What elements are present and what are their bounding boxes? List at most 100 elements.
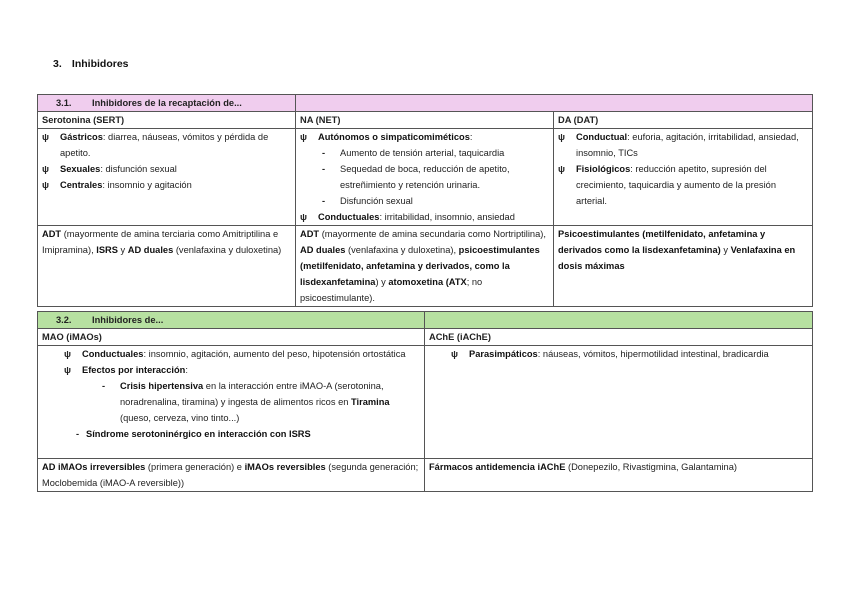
effects-row: ψ Conductuales: insomnio, agitación, aume… [37, 345, 813, 459]
bold-text: AD iMAOs irreversibles [42, 462, 146, 472]
list-item: ψ Efectos por interacción: [42, 362, 420, 378]
text: Disfunción sexual [340, 196, 413, 206]
bold-text: Parasimpáticos [469, 349, 538, 359]
text: : insomnio y agitación [102, 180, 192, 190]
effects-cell: ψ Autónomos o simpaticomiméticos: - Aumento… [295, 128, 554, 226]
text: (venlafaxina y duloxetina), [345, 245, 459, 255]
psi-bullet-icon: ψ [300, 132, 308, 142]
bold-text: Venlafaxina en dosis máximas [558, 245, 796, 271]
reuptake-inhibitors-table: 3.1. Inhibidores de la recaptación de... … [37, 94, 813, 307]
bold-text: Conductuales [82, 349, 144, 359]
psi-bullet-icon: ψ [42, 164, 50, 174]
bold-text: Autónomos o simpaticomiméticos [318, 132, 470, 142]
drugs-cell: Fármacos antidemencia iAChE (Donepezilo,… [424, 458, 813, 492]
list-item: - Disfunción sexual [300, 193, 549, 209]
dash-bullet-icon: - [322, 164, 326, 174]
column-header: NA (NET) [295, 111, 554, 129]
list-item: - Crisis hipertensiva en la interacción e… [42, 378, 420, 426]
text: : reducción apetito, supresión del creci… [576, 164, 776, 206]
dash-bullet-icon: - [322, 148, 326, 158]
paragraph: Psicoestimulantes (metilfenidato, anfeta… [558, 226, 808, 274]
text: (mayormente de amina terciaria como Amit… [42, 229, 279, 255]
list-item: - Síndrome serotoninérgico en interacción… [42, 426, 420, 442]
dash-bullet-icon: - [76, 429, 80, 439]
drugs-cell: AD iMAOs irreversibles (primera generaci… [37, 458, 425, 492]
text: ) y [375, 277, 389, 287]
text: : insomnio, agitación, aumento del peso,… [143, 349, 406, 359]
effects-cell: ψ Parasimpáticos: náuseas, vómitos, hiper… [424, 345, 813, 459]
text: : euforia, agitación, irritabilidad, ans… [576, 132, 799, 158]
text: en la interacción entre iMAO-A (serotoni… [120, 381, 384, 407]
column-header: DA (DAT) [553, 111, 813, 129]
drugs-cell: ADT (mayormente de amina terciaria como … [37, 225, 296, 307]
bold-text: AD duales [127, 245, 174, 255]
list-item: - Sequedad de boca, reducción de apetito,… [300, 161, 549, 193]
bold-text: Conductuales [318, 212, 380, 222]
text: Sequedad de boca, reducción de apetito, … [340, 164, 510, 190]
column-headers: Serotonina (SERT) NA (NET) DA (DAT) [37, 111, 813, 129]
drugs-cell: Psicoestimulantes (metilfenidato, anfeta… [553, 225, 813, 307]
effects-cell: ψ Gástricos: diarrea, náuseas, vómitos y … [37, 128, 296, 226]
bold-text: ISRS [96, 245, 118, 255]
bold-text: Tiramina [351, 397, 390, 407]
text: (venlafaxina y duloxetina) [173, 245, 282, 255]
column-header: Serotonina (SERT) [37, 111, 296, 129]
text: : [469, 132, 473, 142]
list-item: ψ Autónomos o simpaticomiméticos: [300, 129, 549, 145]
psi-bullet-icon: ψ [300, 212, 308, 222]
dash-bullet-icon: - [322, 196, 326, 206]
bold-text: Fármacos antidemencia iAChE [429, 462, 566, 472]
text: : [185, 365, 188, 375]
paragraph: AD iMAOs irreversibles (primera generaci… [42, 459, 420, 491]
column-headers: MAO (iMAOs) AChE (iAChE) [37, 328, 813, 346]
bold-text: Conductual [576, 132, 628, 142]
column-header: AChE (iAChE) [424, 328, 813, 346]
psi-bullet-icon: ψ [64, 349, 72, 359]
bold-text: Psicoestimulantes (metilfenidato, anfeta… [558, 229, 766, 255]
text: : disfunción sexual [100, 164, 177, 174]
text: Aumento de tensión arterial, taquicardia [340, 148, 505, 158]
bold-text: Síndrome serotoninérgico en interacción … [86, 429, 311, 439]
list-item: ψ Gástricos: diarrea, náuseas, vómitos y … [42, 129, 291, 161]
dash-bullet-icon: - [102, 381, 106, 391]
text: : diarrea, náuseas, vómitos y pérdida de… [60, 132, 269, 158]
psi-bullet-icon: ψ [64, 365, 72, 375]
list-item: ψ Fisiológicos: reducción apetito, supres… [558, 161, 808, 209]
list-item: - Aumento de tensión arterial, taquicardi… [300, 145, 549, 161]
bold-text: Crisis hipertensiva [120, 381, 204, 391]
section-heading: 3. Inhibidores [53, 58, 129, 70]
bold-text: AD duales [300, 245, 346, 255]
bold-text: iMAOs reversibles [244, 462, 326, 472]
text: (primera generación) e [145, 462, 245, 472]
list-item: ψ Centrales: insomnio y agitación [42, 177, 291, 193]
paragraph: ADT (mayormente de amina terciaria como … [42, 226, 291, 258]
effects-cell: ψ Conductuales: insomnio, agitación, aume… [37, 345, 425, 459]
enzyme-inhibitors-table: 3.2. Inhibidores de... MAO (iMAOs) AChE (… [37, 311, 813, 492]
bold-text: ADT [42, 229, 62, 239]
drugs-row: AD iMAOs irreversibles (primera generaci… [37, 458, 813, 492]
psi-bullet-icon: ψ [558, 164, 566, 174]
column-header: MAO (iMAOs) [37, 328, 425, 346]
text: y [720, 245, 731, 255]
table-title: 3.2. Inhibidores de... [37, 311, 425, 329]
bold-text: ADT [300, 229, 320, 239]
text: y [117, 245, 128, 255]
text: (Donepezilo, Rivastigmina, Galantamina) [565, 462, 737, 472]
psi-bullet-icon: ψ [42, 180, 50, 190]
text: ; no psicoestimulante). [300, 277, 483, 303]
table-title: 3.1. Inhibidores de la recaptación de... [37, 94, 296, 112]
table-header: 3.2. Inhibidores de... [37, 311, 813, 329]
text: : irritabilidad, insomnio, ansiedad [379, 212, 515, 222]
bold-text: atomoxetina (ATX [388, 277, 467, 287]
effects-row: ψ Gástricos: diarrea, náuseas, vómitos y … [37, 128, 813, 226]
list-item: ψ Conductuales: irritabilidad, insomnio, … [300, 209, 549, 225]
bold-text: Sexuales [60, 164, 101, 174]
bold-text: Centrales [60, 180, 103, 190]
table-header: 3.1. Inhibidores de la recaptación de... [37, 94, 813, 112]
list-item: ψ Conductual: euforia, agitación, irritab… [558, 129, 808, 161]
effects-cell: ψ Conductual: euforia, agitación, irritab… [553, 128, 813, 226]
list-item: ψ Sexuales: disfunción sexual [42, 161, 291, 177]
psi-bullet-icon: ψ [558, 132, 566, 142]
text: (queso, cerveza, vino tinto...) [120, 413, 240, 423]
paragraph: ADT (mayormente de amina secundaria como… [300, 226, 549, 306]
